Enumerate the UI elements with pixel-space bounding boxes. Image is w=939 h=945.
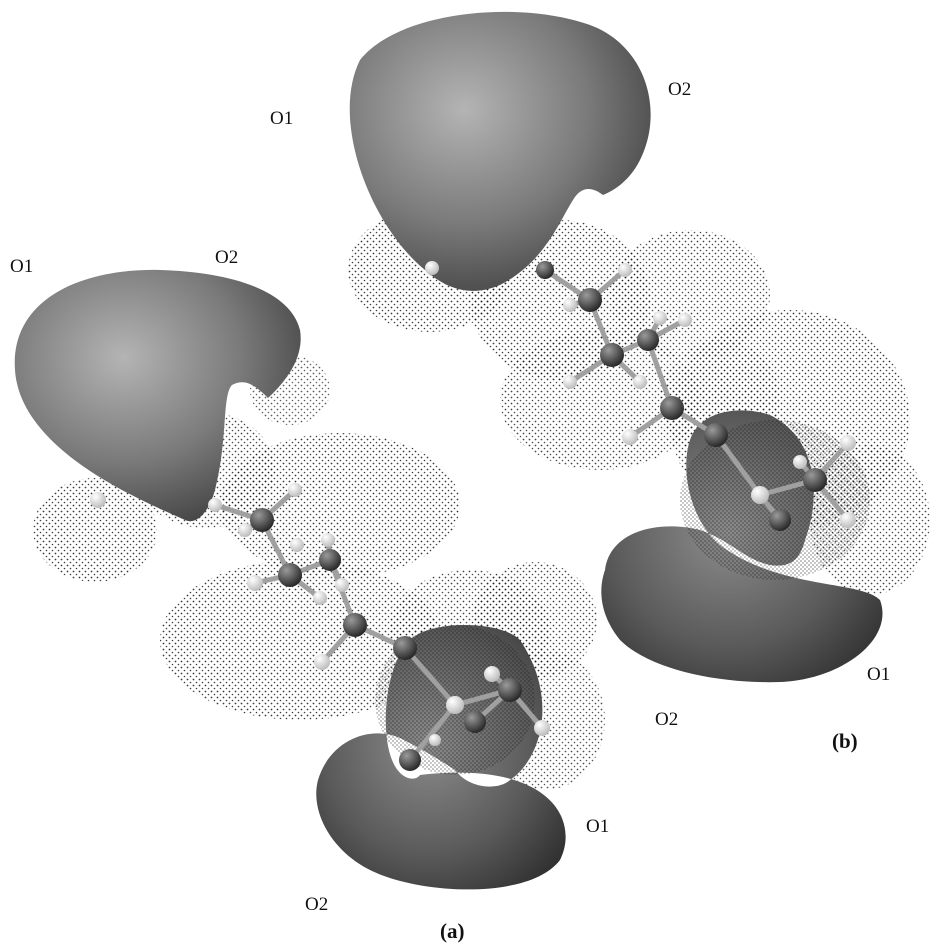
panel-b-caption: (b) — [832, 729, 858, 753]
panel-a-hydrogen-atoms — [90, 483, 550, 746]
panel-b-label-o1-lower: O1 — [867, 664, 890, 685]
panel-b-heavy-atoms — [536, 261, 827, 531]
panel-b: O1 O2 O1 O2 (b) — [270, 11, 930, 753]
panel-a-label-o1-lower: O1 — [586, 816, 609, 837]
panel-a-label-o2-lower: O2 — [305, 894, 328, 915]
panel-b-label-o2-upper: O2 — [668, 79, 691, 100]
panel-a-label-o1-upper: O1 — [10, 256, 33, 277]
panel-b-hydrogen-atoms — [425, 261, 856, 528]
panel-b-upper-lobe — [349, 11, 651, 291]
panel-a-caption: (a) — [440, 919, 465, 943]
panel-b-label-o1-upper: O1 — [270, 108, 293, 129]
panel-a-label-o2-upper: O2 — [215, 247, 238, 268]
panel-a: O1 O2 O1 O2 (a) — [10, 247, 609, 943]
panel-a-heavy-atoms — [250, 508, 522, 771]
panel-b-label-o2-lower: O2 — [655, 709, 678, 730]
panel-a-upper-lobe — [14, 269, 301, 522]
